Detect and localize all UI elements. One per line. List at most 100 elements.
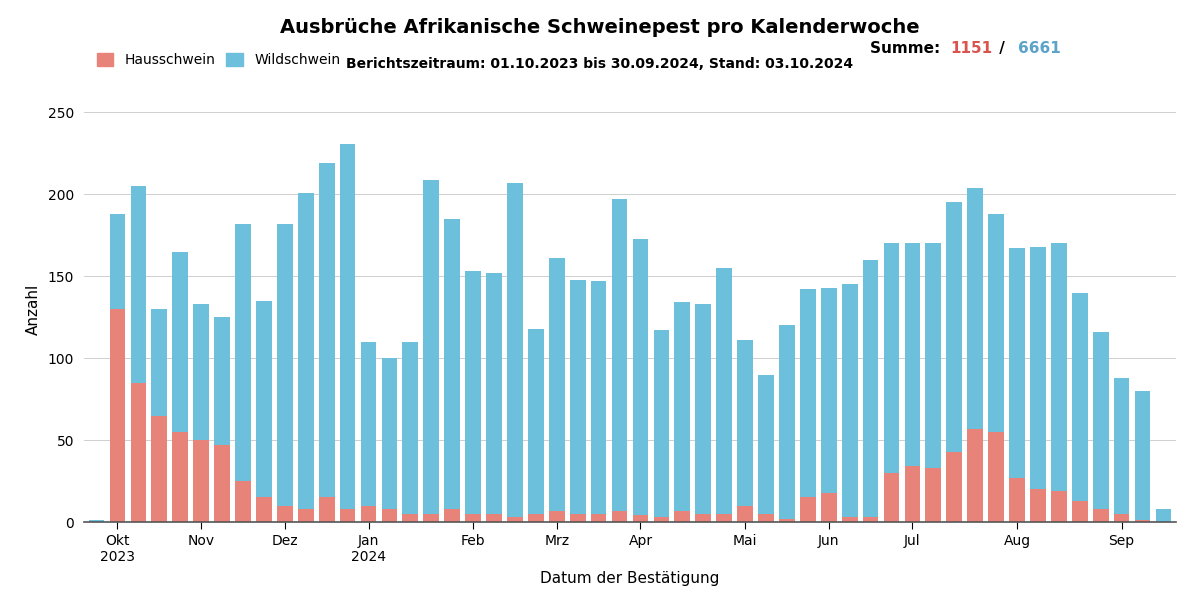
- Bar: [131, 383, 146, 522]
- Bar: [612, 199, 628, 511]
- Bar: [654, 517, 670, 522]
- Bar: [779, 325, 794, 519]
- Bar: [1072, 500, 1087, 522]
- Bar: [256, 497, 271, 522]
- Bar: [905, 244, 920, 466]
- Bar: [508, 183, 523, 517]
- Y-axis label: Anzahl: Anzahl: [26, 283, 41, 335]
- X-axis label: Datum der Bestätigung: Datum der Bestätigung: [540, 571, 720, 586]
- Bar: [109, 214, 125, 309]
- Bar: [925, 244, 941, 468]
- Bar: [632, 239, 648, 515]
- Bar: [632, 515, 648, 522]
- Bar: [361, 506, 377, 522]
- Bar: [1009, 248, 1025, 478]
- Legend: Hausschwein, Wildschwein: Hausschwein, Wildschwein: [91, 47, 346, 73]
- Bar: [967, 428, 983, 522]
- Bar: [842, 517, 858, 522]
- Text: 1151: 1151: [950, 41, 992, 56]
- Bar: [528, 329, 544, 514]
- Bar: [863, 517, 878, 522]
- Bar: [1051, 491, 1067, 522]
- Bar: [215, 317, 230, 445]
- Bar: [716, 514, 732, 522]
- Bar: [1156, 509, 1171, 522]
- Bar: [256, 301, 271, 497]
- Text: /: /: [994, 41, 1009, 56]
- Bar: [654, 330, 670, 517]
- Bar: [570, 280, 586, 514]
- Bar: [800, 497, 816, 522]
- Bar: [402, 514, 418, 522]
- Bar: [466, 514, 481, 522]
- Bar: [758, 374, 774, 514]
- Bar: [277, 506, 293, 522]
- Bar: [1030, 489, 1045, 522]
- Bar: [989, 432, 1004, 522]
- Bar: [444, 509, 460, 522]
- Bar: [1072, 293, 1087, 500]
- Bar: [508, 517, 523, 522]
- Bar: [89, 520, 104, 522]
- Bar: [863, 260, 878, 517]
- Bar: [1093, 509, 1109, 522]
- Bar: [298, 509, 313, 522]
- Bar: [905, 466, 920, 522]
- Bar: [695, 304, 712, 514]
- Bar: [989, 214, 1004, 432]
- Bar: [486, 514, 502, 522]
- Bar: [590, 514, 606, 522]
- Bar: [1135, 520, 1151, 522]
- Bar: [319, 497, 335, 522]
- Bar: [674, 511, 690, 522]
- Bar: [695, 514, 712, 522]
- Bar: [716, 268, 732, 514]
- Text: Berichtszeitraum: 01.10.2023 bis 30.09.2024, Stand: 03.10.2024: Berichtszeitraum: 01.10.2023 bis 30.09.2…: [347, 57, 853, 71]
- Bar: [235, 481, 251, 522]
- Bar: [925, 468, 941, 522]
- Bar: [173, 432, 188, 522]
- Text: 6661: 6661: [1018, 41, 1061, 56]
- Bar: [821, 287, 836, 493]
- Bar: [193, 304, 209, 440]
- Bar: [821, 493, 836, 522]
- Bar: [674, 302, 690, 511]
- Bar: [151, 415, 167, 522]
- Bar: [131, 186, 146, 383]
- Bar: [947, 202, 962, 452]
- Bar: [528, 514, 544, 522]
- Bar: [947, 452, 962, 522]
- Bar: [298, 193, 313, 509]
- Bar: [424, 179, 439, 514]
- Bar: [424, 514, 439, 522]
- Bar: [173, 251, 188, 432]
- Bar: [779, 519, 794, 522]
- Bar: [340, 143, 355, 509]
- Bar: [1135, 391, 1151, 520]
- Text: Ausbrüche Afrikanische Schweinepest pro Kalenderwoche: Ausbrüche Afrikanische Schweinepest pro …: [280, 18, 920, 37]
- Text: Summe:: Summe:: [870, 41, 946, 56]
- Bar: [151, 309, 167, 415]
- Bar: [570, 514, 586, 522]
- Bar: [319, 163, 335, 497]
- Bar: [109, 309, 125, 522]
- Bar: [1009, 478, 1025, 522]
- Bar: [883, 473, 899, 522]
- Bar: [1030, 247, 1045, 489]
- Bar: [193, 440, 209, 522]
- Bar: [402, 342, 418, 514]
- Bar: [737, 340, 752, 506]
- Bar: [842, 284, 858, 517]
- Bar: [1051, 244, 1067, 491]
- Bar: [361, 342, 377, 506]
- Bar: [466, 271, 481, 514]
- Bar: [548, 511, 565, 522]
- Bar: [277, 224, 293, 506]
- Bar: [758, 514, 774, 522]
- Bar: [382, 509, 397, 522]
- Bar: [444, 219, 460, 509]
- Bar: [486, 273, 502, 514]
- Bar: [548, 258, 565, 511]
- Bar: [340, 509, 355, 522]
- Bar: [1114, 378, 1129, 514]
